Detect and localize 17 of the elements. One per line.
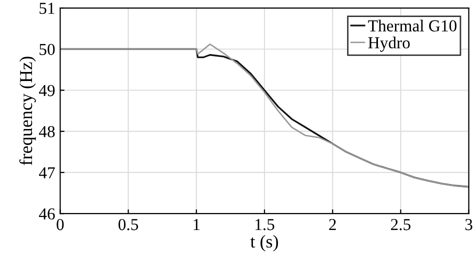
x-tick-label: 1 <box>194 219 200 230</box>
x-tick-label: 0.5 <box>118 218 138 230</box>
y-tick-label: 51 <box>40 2 54 14</box>
legend-label: Hydro <box>368 36 410 52</box>
y-axis-title: frequency (Hz) <box>19 56 36 166</box>
y-tick-label: 49 <box>38 84 55 96</box>
legend-label: Thermal G10 <box>368 20 456 32</box>
y-tick-label: 48 <box>38 126 55 138</box>
x-tick-label: 1.5 <box>256 219 274 230</box>
x-tick-label: 3 <box>465 218 472 230</box>
y-tick-label: 46 <box>38 208 55 220</box>
x-tick-label: 2 <box>329 218 336 230</box>
x-axis-title: t (s) <box>250 234 278 252</box>
y-tick-label: 50 <box>40 44 55 56</box>
y-tick-label: 47 <box>38 167 55 178</box>
x-tick-label: 2.5 <box>391 218 410 230</box>
x-tick-label: 0 <box>56 218 64 230</box>
